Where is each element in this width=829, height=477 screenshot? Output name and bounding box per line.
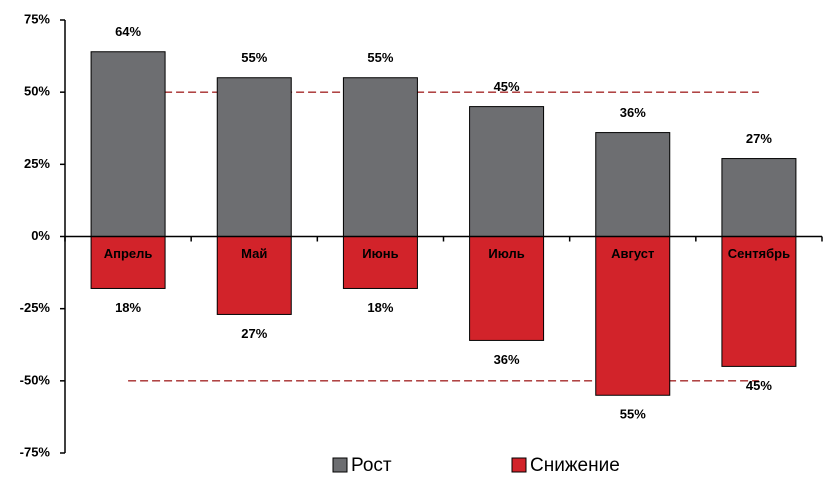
bar xyxy=(721,158,797,237)
x-tick-label: Май xyxy=(241,246,267,261)
bar xyxy=(469,106,545,237)
y-tick-label: 75% xyxy=(24,11,50,26)
x-tick-label: Июнь xyxy=(362,246,398,261)
bar xyxy=(721,236,797,367)
bar xyxy=(216,77,292,237)
bar xyxy=(469,236,545,341)
data-label: 27% xyxy=(746,131,772,146)
data-label: 64% xyxy=(115,24,141,39)
legend-label: Снижение xyxy=(530,455,620,476)
data-label: 55% xyxy=(367,50,393,65)
data-label: 27% xyxy=(241,326,267,341)
data-label: 55% xyxy=(620,407,646,422)
y-tick-label: -50% xyxy=(20,372,51,387)
y-tick-label: 25% xyxy=(24,156,50,171)
data-label: 36% xyxy=(494,352,520,367)
bar xyxy=(90,51,166,238)
data-label: 18% xyxy=(115,300,141,315)
data-label: 55% xyxy=(241,50,267,65)
data-label: 36% xyxy=(620,105,646,120)
bar xyxy=(595,132,671,237)
data-label: 45% xyxy=(494,79,520,94)
y-tick-label: 0% xyxy=(31,228,50,243)
y-tick-label: 50% xyxy=(24,84,50,99)
x-tick-label: Август xyxy=(611,246,654,261)
x-tick-label: Апрель xyxy=(104,246,153,261)
x-tick-label: Июль xyxy=(488,246,524,261)
bar xyxy=(90,236,166,289)
legend-swatch xyxy=(511,457,527,473)
data-label: 18% xyxy=(367,300,393,315)
y-tick-label: -75% xyxy=(20,444,51,459)
bar xyxy=(595,236,671,396)
bar xyxy=(342,77,418,237)
y-tick-label: -25% xyxy=(20,300,51,315)
legend-swatch xyxy=(332,457,348,473)
data-label: 45% xyxy=(746,378,772,393)
bar xyxy=(342,236,418,289)
x-tick-label: Сентябрь xyxy=(728,246,790,261)
legend-label: Рост xyxy=(351,455,392,476)
